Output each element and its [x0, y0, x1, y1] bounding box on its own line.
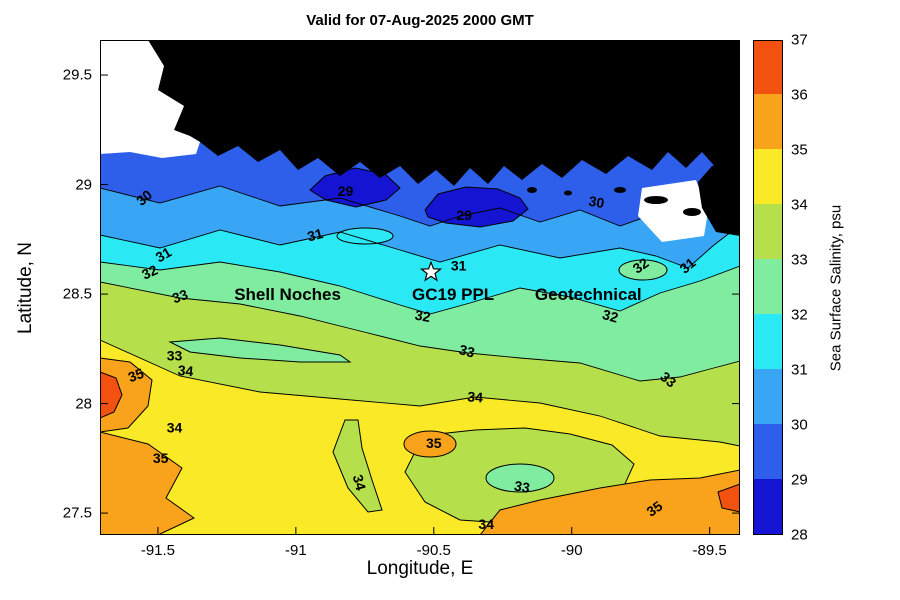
x-tick-label: -91.5 — [140, 542, 176, 559]
colorbar-band — [754, 94, 782, 149]
no-data-notch — [638, 180, 708, 242]
colorbar-tick-label: 33 — [791, 251, 808, 269]
band-28-29-pocket — [309, 167, 401, 208]
colorbar-tick-label: 28 — [791, 526, 808, 544]
contour-label: 33 — [167, 347, 183, 363]
plot-title: Valid for 07-Aug-2025 2000 GMT — [306, 12, 534, 29]
site-label: Geotechnical — [535, 285, 642, 304]
colorbar-band — [754, 369, 782, 424]
colorbar-band — [754, 479, 782, 534]
contour-line-32 — [99, 261, 741, 315]
site-label: GC19 PPL — [412, 285, 494, 304]
contour-label: 34 — [350, 473, 370, 492]
contour-label: 31 — [153, 244, 175, 266]
contour-label: 29 — [456, 207, 472, 223]
contour-label: 31 — [306, 225, 325, 245]
plot-area: 30 29 29 30 31 31 32 33 31 32 31 32 32 33 34 35 33 33 34 34… — [99, 40, 741, 536]
contour-label: 34 — [177, 362, 194, 379]
colorbar-band — [754, 149, 782, 204]
y-tick-label: 28 — [75, 395, 92, 413]
contour-label: 34 — [478, 516, 494, 532]
contour-label: 35 — [426, 435, 442, 451]
band-28-29-pocket — [424, 186, 529, 228]
contour-label: 31 — [451, 257, 467, 273]
landmass — [148, 40, 740, 186]
contour-label: 34 — [467, 388, 484, 405]
island — [683, 208, 701, 216]
contour-line-34 — [99, 339, 741, 447]
contour-label: 33 — [170, 286, 190, 306]
colorbar-tick-label: 35 — [791, 141, 808, 159]
y-tick-label: 28.5 — [62, 285, 92, 303]
contour-label: 35 — [126, 365, 146, 385]
colorbar-band — [754, 314, 782, 369]
contour-label: 33 — [513, 477, 531, 495]
land-spur — [698, 158, 740, 236]
colorbar — [753, 40, 783, 535]
island — [614, 187, 626, 193]
x-tick-label: -89.5 — [692, 542, 727, 559]
island — [527, 187, 537, 193]
orange-patch-center — [403, 430, 457, 458]
contour-label: 32 — [601, 306, 620, 326]
colorbar-band — [754, 424, 782, 479]
no-data-area — [100, 40, 200, 158]
contour-line-31 — [99, 224, 741, 269]
colorbar-band — [754, 204, 782, 259]
contour-label: 32 — [414, 307, 432, 325]
contour-label: 34 — [167, 420, 183, 436]
y-tick-label: 29 — [75, 176, 92, 194]
contour-line-33 — [99, 281, 741, 382]
colorbar-tick-label: 29 — [791, 471, 808, 489]
contour-label: 35 — [153, 450, 169, 466]
site-label: Shell Noches — [234, 285, 341, 304]
colorbar-tick-label: 32 — [791, 306, 808, 324]
colorbar-tick-label: 34 — [791, 196, 808, 214]
colorbar-tick-label: 37 — [791, 31, 808, 49]
island — [644, 196, 668, 204]
aqua-streak — [168, 337, 352, 363]
contour-label: 33 — [457, 341, 476, 361]
x-tick-label: -90.5 — [416, 542, 451, 559]
x-tick-label: -90 — [560, 542, 583, 559]
colorbar-label: Sea Surface Salinity, psu — [827, 204, 845, 372]
colorbar-tick-label: 31 — [791, 361, 808, 379]
cyan-pocket — [336, 227, 394, 245]
colorbar-band — [754, 259, 782, 314]
x-axis-label: Longitude, E — [366, 558, 474, 579]
colorbar-tick-label: 30 — [791, 416, 808, 434]
y-tick-label: 29.5 — [62, 66, 92, 84]
contour-label: 32 — [139, 261, 160, 282]
y-tick-label: 27.5 — [62, 504, 92, 522]
contour-label: 29 — [338, 183, 354, 199]
x-tick-label: -91 — [285, 542, 307, 559]
contour-label: 30 — [588, 193, 606, 211]
aqua-pocket-right — [618, 259, 668, 281]
site-star-marker — [419, 260, 443, 282]
colorbar-tick-label: 36 — [791, 86, 808, 104]
island — [564, 190, 572, 196]
green-tongue — [332, 419, 383, 513]
colorbar-band — [754, 41, 782, 94]
axes-box — [100, 40, 740, 535]
aqua-core — [485, 463, 555, 493]
